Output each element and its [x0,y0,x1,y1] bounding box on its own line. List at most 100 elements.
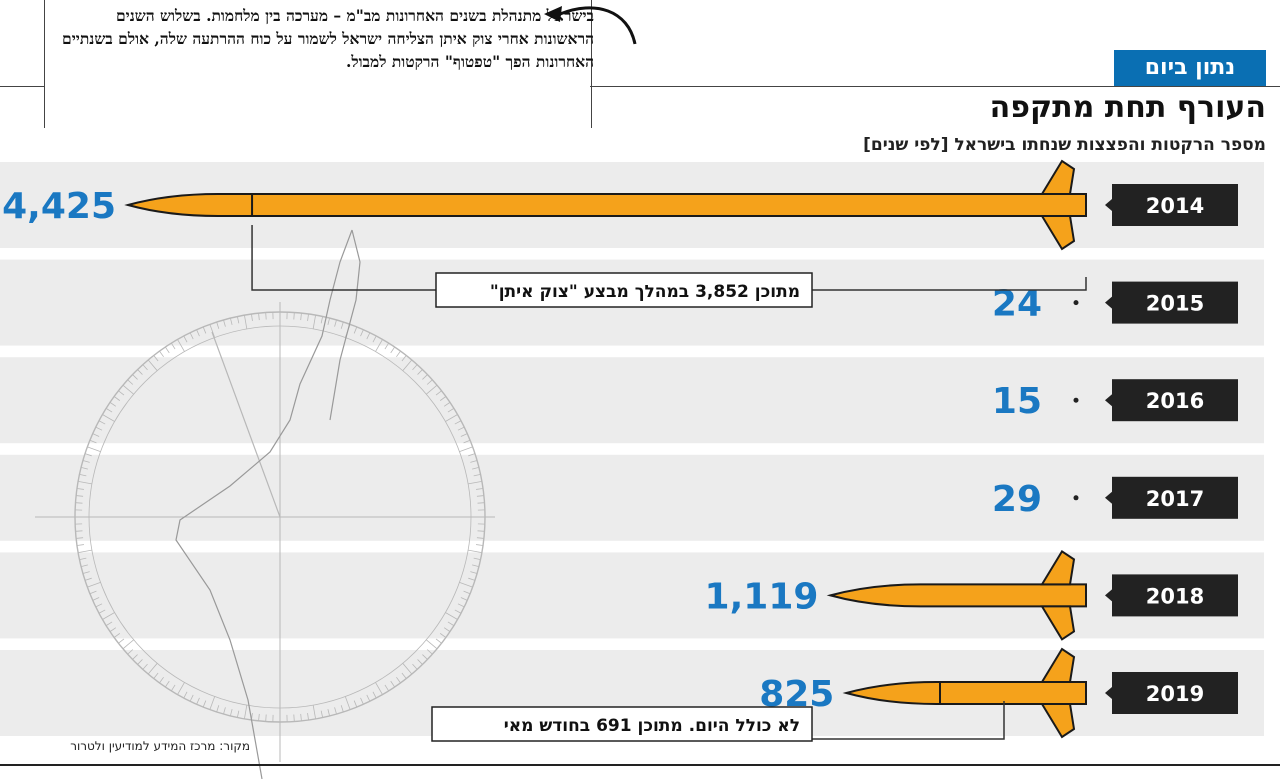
compass-tick [230,317,233,325]
compass-tick [476,488,484,490]
compass-tick [312,705,316,719]
compass-tick [118,390,125,396]
compass-tick [366,694,371,702]
year-box-bg [1112,476,1238,519]
compass-tick [209,324,216,338]
compass-tick [202,326,207,334]
compass-tick [113,633,121,638]
compass-tick [468,577,476,581]
compass-tick [422,654,428,660]
year-label-box: 2017 [1105,476,1238,519]
compass-tick [127,379,134,385]
compass-tick [183,691,188,699]
rocket-body [826,583,1087,608]
compass-tick [109,627,117,632]
year-box-pointer [1105,491,1112,504]
compass-tick [353,326,358,334]
compass-tick [171,684,176,692]
year-label-box: 2018 [1105,574,1238,617]
compass-tick [412,663,418,670]
compass-tick [177,339,185,352]
annotation-box [431,706,813,742]
year-label: 2017 [1146,487,1204,511]
compass-bearing-line [211,331,281,518]
compass-tick [417,659,423,665]
year-box-bg [1112,574,1238,617]
compass-tick [147,663,158,675]
compass-tick [183,335,188,343]
compass-tick [360,329,364,337]
compass-tick [76,495,84,497]
header-rule-right [590,86,1280,87]
year-label: 2019 [1146,682,1204,706]
compass-tick [165,680,170,688]
year-label-box: 2016 [1105,379,1238,422]
compass-tick [147,359,158,371]
year-box-pointer [1105,687,1112,699]
value-label: 4,425 [2,186,116,227]
compass-tick [78,481,92,485]
compass-tick [422,374,428,380]
annotation-2014: מתוכן 3,852 במהלך מבצע "צוק איתן" [251,194,1087,308]
compass-tick [447,621,455,626]
compass-tick [372,335,377,343]
year-box-bg [1112,281,1238,324]
compass-tick [92,433,100,437]
compass-tick [105,408,113,413]
compass-tick [118,638,125,644]
compass-tick [384,684,389,692]
compass-tick [153,672,159,679]
chart-title: העורף תחת מתקפה [989,90,1266,125]
rocket-fin-top [1040,159,1076,195]
year-label: 2015 [1146,292,1204,316]
compass-tick [454,609,462,614]
bottom-rule [0,764,1280,766]
compass-tick [223,707,226,715]
value-dot [1073,300,1079,306]
compass-tick [390,346,395,354]
compass-map-background [35,229,495,779]
compass-tick [202,700,207,708]
compass-tick [447,408,455,413]
compass-tick [460,433,468,437]
compass-tick [472,467,480,470]
rocket-fin-bottom [1040,215,1076,251]
annotation-text: מתוכן 3,852 במהלך מבצע "צוק איתן" [490,282,800,302]
compass-tick [372,691,377,699]
compass-tick [417,369,423,375]
compass-tick [340,705,344,713]
compass-tick [82,460,90,463]
compass-tick [468,481,482,485]
compass-tick [401,355,407,362]
compass-tick [95,426,103,431]
compass-tick [127,649,134,655]
year-box-bg [1112,672,1238,714]
compass-tick [334,707,337,715]
compass-tick [89,590,97,595]
year-label: 2016 [1146,389,1204,413]
israel-map-outline [175,229,361,779]
year-box-pointer [1105,296,1112,309]
chart-subtitle: מספר הרקטות והפצצות שנחתו בישראל [לפי שנ… [863,135,1266,155]
compass-tick [473,557,481,561]
compass-tick [435,638,442,644]
compass-tick [98,609,106,614]
callout-text: בישראל מתנהלת בשנים האחרונות מב"מ – מערכ… [62,6,594,71]
compass-tick [454,420,462,425]
compass-tick [460,597,468,601]
value-label: 1,119 [705,576,819,617]
compass-tick [132,374,138,380]
rocket-body [124,193,1087,217]
compass-tick [402,663,413,675]
compass-tick [76,537,84,539]
compass-tick [236,710,240,718]
compass-tick [95,603,103,608]
compass-tick [189,332,194,340]
year-box-pointer [1105,394,1112,407]
compass-tick [476,537,484,539]
compass-tick [80,564,88,567]
row-stripes [0,162,1264,736]
compass-tick [258,313,260,321]
